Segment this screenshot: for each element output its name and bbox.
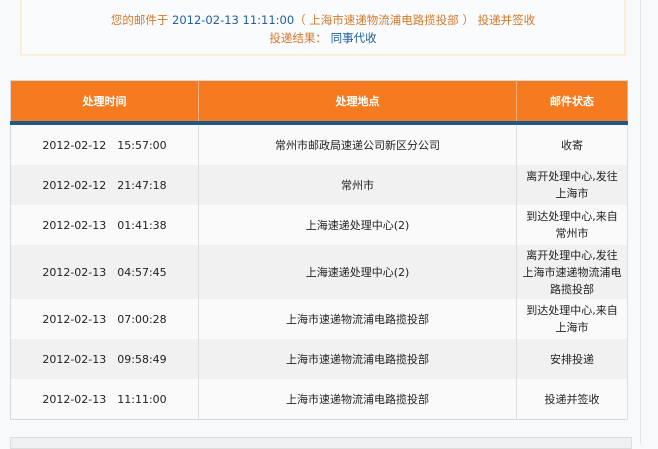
cell-status: 收寄 — [516, 123, 628, 165]
table-row: 2012-02-13 04:57:45 上海速递处理中心(2) 离开处理中心,发往上… — [10, 245, 628, 299]
cell-status: 投递并签收 — [516, 379, 628, 420]
tracking-table: 处理时间 处理地点 邮件状态 2012-02-12 15:57:00 常州市邮政局… — [10, 80, 628, 420]
result-value: 同事代收 — [330, 31, 377, 45]
cell-place: 上海速递处理中心(2) — [198, 245, 517, 299]
cell-place: 上海市速递物流浦电路揽投部 — [198, 339, 517, 379]
notice-prefix: 您的邮件于 — [110, 13, 169, 27]
notice-suffix: 投递并签收 — [477, 13, 536, 27]
header-time: 处理时间 — [10, 80, 199, 125]
table-row: 2012-02-13 01:41:38 上海速递处理中心(2) 到达处理中心,来自常… — [10, 205, 628, 245]
cell-time: 2012-02-13 07:00:28 — [10, 299, 199, 339]
cell-time: 2012-02-12 21:47:18 — [10, 165, 199, 205]
cell-status: 离开处理中心,发往上海市 — [516, 165, 628, 205]
right-divider — [640, 0, 641, 444]
cell-status: 到达处理中心,来自上海市 — [516, 299, 628, 339]
cell-time: 2012-02-12 15:57:00 — [10, 123, 199, 165]
cell-place: 上海市速递物流浦电路揽投部 — [198, 299, 517, 339]
cell-status: 到达处理中心,来自常州市 — [516, 205, 628, 245]
bottom-panel — [10, 437, 632, 449]
table-row: 2012-02-13 11:11:00 上海市速递物流浦电路揽投部 投递并签收 — [10, 379, 628, 420]
notice-location: （ 上海市速递物流浦电路揽投部 ） — [294, 13, 474, 27]
cell-place: 常州市邮政局速递公司新区分公司 — [198, 123, 517, 165]
result-label: 投递结果： — [269, 31, 327, 45]
cell-time: 2012-02-13 11:11:00 — [10, 379, 199, 420]
cell-place: 常州市 — [198, 165, 517, 205]
table-row: 2012-02-13 07:00:28 上海市速递物流浦电路揽投部 到达处理中心,来… — [10, 299, 628, 339]
cell-place: 上海市速递物流浦电路揽投部 — [198, 379, 517, 420]
cell-time: 2012-02-13 04:57:45 — [10, 245, 199, 299]
cell-time: 2012-02-13 09:58:49 — [10, 339, 199, 379]
table-row: 2012-02-12 21:47:18 常州市 离开处理中心,发往上海市 — [10, 165, 628, 205]
notice-time: 2012-02-13 11:11:00 — [172, 13, 295, 27]
cell-status: 安排投递 — [516, 339, 628, 379]
cell-time: 2012-02-13 01:41:38 — [10, 205, 199, 245]
header-status: 邮件状态 — [516, 80, 628, 125]
cell-status: 离开处理中心,发往上海市速递物流浦电路揽投部 — [516, 245, 628, 299]
header-place: 处理地点 — [198, 80, 517, 125]
cell-place: 上海速递处理中心(2) — [198, 205, 517, 245]
delivery-notice: 您的邮件于 2012-02-13 11:11:00（ 上海市速递物流浦电路揽投部… — [20, 0, 626, 56]
table-row: 2012-02-13 09:58:49 上海市速递物流浦电路揽投部 安排投递 — [10, 339, 628, 379]
table-row: 2012-02-12 15:57:00 常州市邮政局速递公司新区分公司 收寄 — [10, 123, 628, 165]
